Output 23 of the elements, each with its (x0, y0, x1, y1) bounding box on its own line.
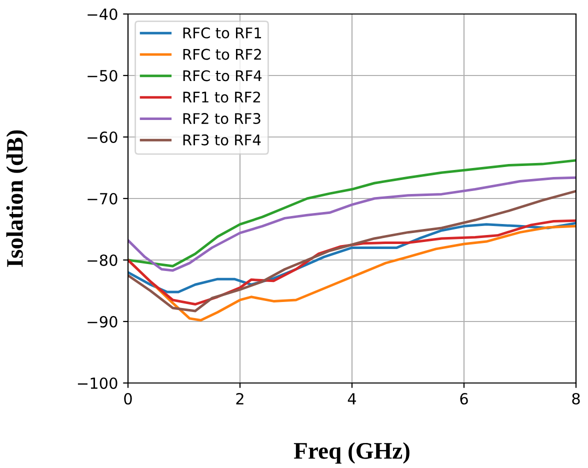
legend-label: RFC to RF1 (183, 27, 262, 38)
x-tick-label: 0 (124, 392, 132, 405)
line-series (128, 176, 576, 272)
x-tick-label: 4 (348, 393, 356, 404)
legend-label: RFC to RF2 (183, 48, 261, 60)
x-axis-title: Freq (GHz) (294, 442, 410, 464)
y-tick-label: −40 (88, 8, 118, 20)
y-tick-label: −50 (88, 70, 118, 82)
y-tick-label: −80 (88, 254, 118, 266)
y-tick-label: −70 (88, 192, 118, 205)
legend-label: RFC to RF4 (183, 70, 262, 82)
legend-label: RF3 to RF4 (183, 134, 261, 146)
x-tick-label: 2 (236, 392, 244, 404)
legend-label: RF1 to RF2 (183, 92, 260, 103)
line-series (128, 159, 576, 268)
x-tick-label: 6 (460, 392, 468, 405)
x-tick-label: 8 (572, 392, 580, 405)
y-tick-label: −90 (88, 316, 118, 328)
y-tick-label: −60 (88, 131, 118, 144)
y-axis-title: Isolation (dB) (6, 130, 28, 267)
y-tick-label: −100 (78, 377, 118, 390)
legend-label: RF2 to RF3 (183, 113, 260, 124)
line-series (128, 190, 576, 312)
